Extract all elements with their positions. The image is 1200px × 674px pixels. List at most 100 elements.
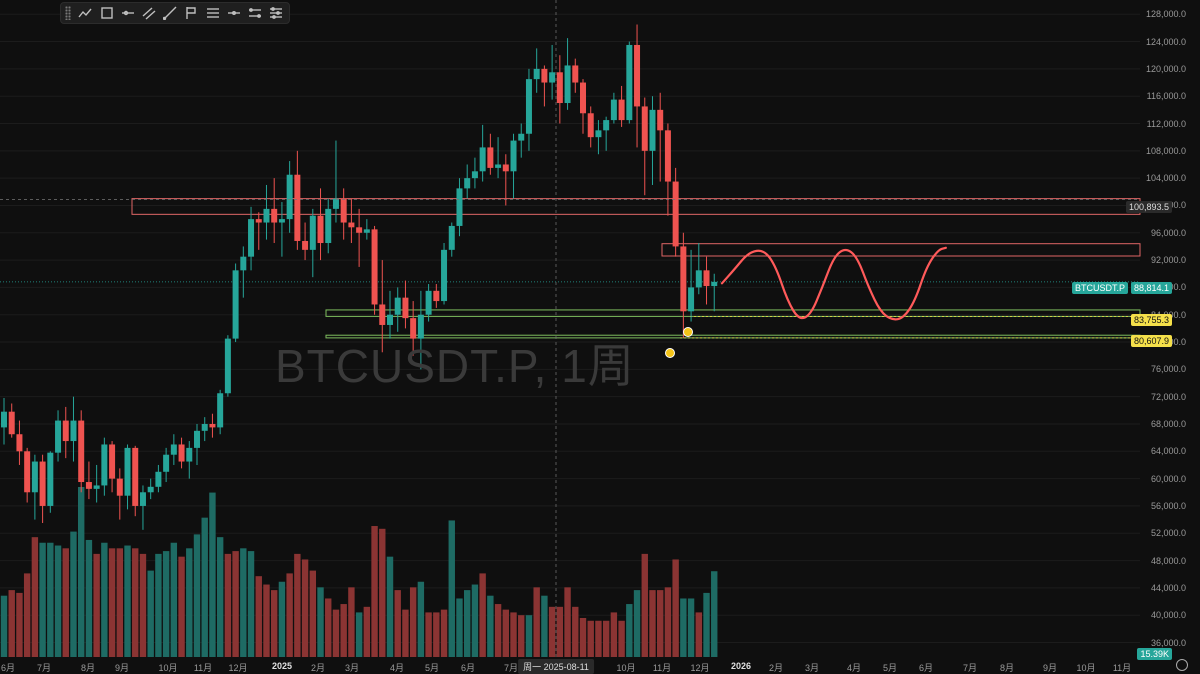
volume-bar (510, 612, 517, 657)
candle (116, 478, 123, 496)
level-tag-80607: 80,607.9 (1130, 335, 1172, 347)
volume-bar (394, 590, 401, 657)
volume-bar (0, 595, 8, 657)
symbol-watermark: BTCUSDT.P, 1周 (275, 340, 635, 392)
candle (626, 44, 633, 121)
volume-bar (332, 609, 340, 657)
ranges-icon[interactable] (246, 4, 263, 22)
volume-bar (664, 587, 672, 657)
x-tick-label: 12月 (690, 663, 710, 673)
candle (8, 411, 15, 435)
text-icon[interactable] (204, 4, 221, 22)
candle (441, 249, 448, 302)
candle (194, 430, 200, 448)
grip-icon[interactable] (65, 6, 71, 20)
volume-bar (680, 598, 687, 657)
volume-bar (456, 598, 463, 657)
y-tick-label: 72,000.0 (1150, 391, 1186, 402)
parallel-channel-icon[interactable] (140, 4, 157, 22)
gear-icon[interactable] (1176, 659, 1188, 671)
volume-bar (70, 531, 77, 657)
horizontal-line-icon[interactable] (225, 4, 242, 22)
x-tick-label: 7月 (962, 663, 978, 673)
candle (155, 471, 162, 487)
volume-bar (595, 620, 602, 657)
volume-bar (618, 620, 625, 657)
level-tag-83755: 83,755.3 (1130, 314, 1172, 326)
volume-bar (178, 556, 185, 657)
volume-bar (433, 612, 440, 657)
volume-bar (301, 559, 309, 657)
volume-bar (386, 556, 394, 657)
volume-bar (232, 551, 239, 657)
candle (471, 171, 478, 179)
projection-line (720, 246, 947, 321)
candle (302, 240, 309, 250)
candle (603, 120, 610, 131)
volume-bar (186, 548, 193, 657)
volume-bar (379, 528, 386, 657)
candle (641, 106, 648, 151)
volume-bar (294, 553, 301, 657)
candle (170, 444, 177, 455)
volume-bar (54, 545, 62, 657)
alarm-icon[interactable] (665, 348, 675, 358)
candle (394, 297, 401, 315)
volume-bar (62, 548, 69, 657)
x-tick-label: 10月 (158, 663, 178, 673)
volume-bar (340, 604, 347, 657)
candle (580, 82, 586, 114)
volume-bar (216, 537, 224, 657)
candle (209, 423, 216, 428)
rectangle-icon[interactable] (98, 4, 115, 22)
volume-bar (93, 553, 100, 657)
candle (332, 198, 339, 209)
trend-line-icon[interactable] (77, 4, 94, 22)
y-tick-label: 108,000.0 (1145, 145, 1186, 156)
candle (124, 447, 131, 496)
y-tick-label: 92,000.0 (1150, 255, 1186, 266)
volume-bar (649, 590, 656, 657)
volume-bar (525, 615, 533, 657)
volume-bar (317, 587, 324, 657)
y-tick-label: 116,000.0 (1146, 91, 1186, 102)
candle (664, 130, 671, 182)
x-tick-label: 3月 (344, 663, 360, 673)
x-tick-label: 11月 (193, 663, 213, 673)
volume-bar (108, 548, 116, 657)
alarm-icon[interactable] (683, 327, 693, 337)
volume-bar (124, 545, 131, 657)
candle (711, 281, 718, 287)
volume-bar (139, 553, 147, 657)
y-tick-label: 60,000.0 (1150, 473, 1186, 484)
candle (294, 174, 301, 241)
grid (0, 13, 1140, 644)
volume-bar (247, 551, 255, 657)
volume-bar (687, 598, 695, 657)
volume-bar (278, 581, 286, 657)
volume-bar (363, 606, 371, 657)
crosshair (0, 0, 1140, 663)
candle (232, 270, 239, 339)
candle (1, 411, 7, 428)
candle (139, 492, 146, 506)
sliders-icon[interactable] (268, 4, 285, 22)
horizontal-ray-icon[interactable] (119, 4, 136, 22)
candle (556, 72, 563, 104)
fib-icon[interactable] (183, 4, 200, 22)
candle (610, 99, 617, 121)
volume-bar (409, 587, 417, 657)
candle (495, 164, 502, 168)
candle (278, 219, 285, 223)
x-tick-label: 4月 (846, 663, 862, 673)
x-tick-label: 8月 (80, 663, 96, 673)
volume-bar (85, 539, 93, 657)
pitchfork-icon[interactable] (162, 4, 179, 22)
candle (340, 198, 347, 223)
candle (533, 68, 540, 80)
volume-bar (425, 612, 432, 657)
volume-bar (502, 609, 509, 657)
volume-bar (587, 620, 594, 657)
candle (348, 222, 355, 228)
